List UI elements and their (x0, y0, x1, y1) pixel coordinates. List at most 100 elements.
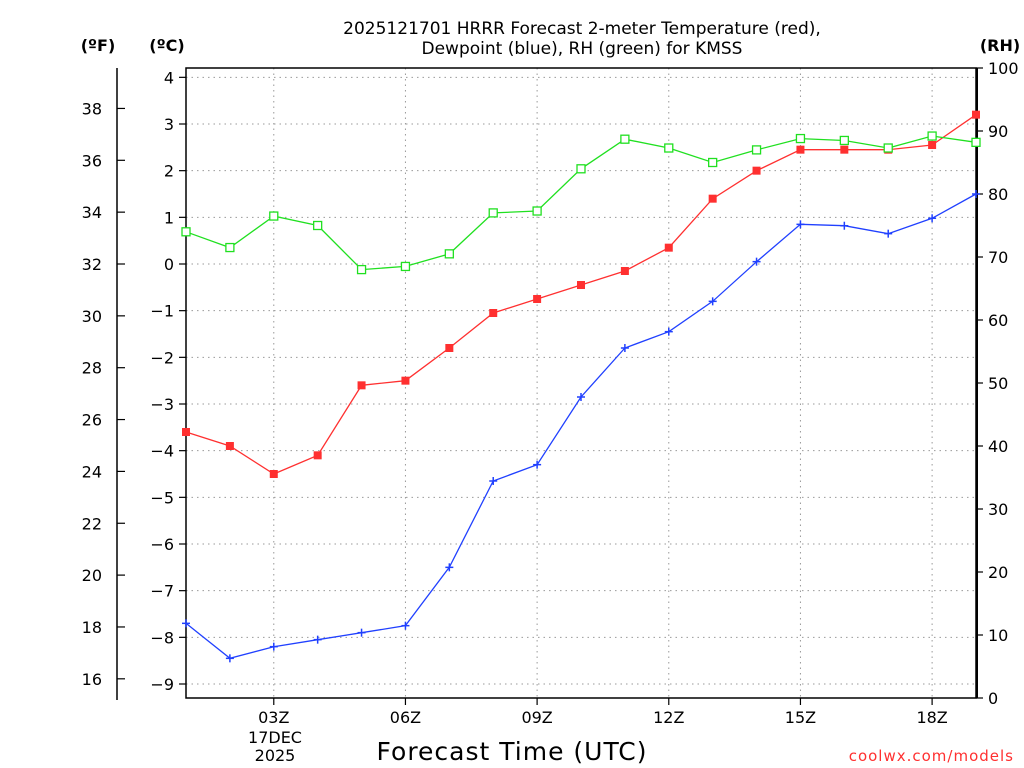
x-tick-label: 15Z (785, 708, 816, 727)
temperature-point (225, 442, 234, 450)
rh-tick-label: 0 (988, 689, 998, 708)
dewpoint-point (401, 621, 410, 630)
x-axis-title: Forecast Time (UTC) (377, 737, 648, 766)
dewpoint-point (796, 220, 805, 229)
rh-tick-label: 100 (988, 59, 1019, 78)
dewpoint-point (357, 628, 366, 637)
dewpoint-point (533, 460, 542, 469)
rh-point (269, 211, 279, 221)
fahrenheit-tick-label: 20 (82, 566, 102, 585)
celsius-tick-label: −6 (150, 535, 174, 554)
celsius-tick-label: −4 (150, 442, 174, 461)
celsius-tick-label: −8 (150, 628, 174, 647)
temperature-point (928, 141, 937, 149)
temperature-point (972, 110, 980, 119)
dewpoint-point (489, 477, 498, 485)
fahrenheit-tick-label: 28 (82, 359, 102, 378)
dewpoint-point (182, 619, 190, 628)
x-tick-label: 03Z (258, 708, 289, 727)
dewpoint-point (752, 257, 761, 266)
fahrenheit-tick-label: 36 (82, 151, 102, 170)
grid-lines (186, 68, 976, 698)
celsius-tick-label: 4 (164, 68, 174, 87)
celsius-tick-label: −5 (150, 488, 174, 507)
rh-point (444, 249, 454, 259)
fahrenheit-tick-label: 22 (82, 514, 102, 533)
temperature-point (577, 281, 585, 289)
temperature-point (489, 309, 498, 317)
dewpoint-point (577, 393, 585, 401)
temperature-point (182, 428, 190, 436)
temperature-point (620, 267, 629, 275)
fahrenheit-tick-label: 30 (82, 307, 102, 326)
celsius-tick-label: −3 (150, 395, 174, 414)
dewpoint-point (269, 642, 278, 651)
rh-point (620, 134, 630, 144)
dewpoint-point (664, 327, 673, 336)
rh-point (708, 157, 718, 168)
celsius-tick-label: −9 (150, 675, 174, 694)
rh-point (839, 135, 849, 146)
temperature-point (357, 381, 366, 390)
plot-frame (185, 67, 977, 699)
celsius-tick-label: 3 (164, 115, 174, 134)
celsius-tick-label: 1 (164, 208, 174, 227)
dewpoint-point (620, 344, 629, 352)
x-tick-label: 09Z (521, 708, 552, 727)
rh-point (971, 137, 981, 147)
x-tick-label: 12Z (653, 708, 684, 727)
rh-tick-label: 40 (988, 437, 1008, 456)
rh-tick-label: 90 (988, 122, 1008, 141)
temperature-point (664, 243, 673, 252)
rh-point (181, 227, 191, 237)
fahrenheit-tick-label: 34 (82, 203, 102, 222)
temperature-point (313, 451, 322, 460)
rh-point (751, 145, 762, 155)
celsius-tick-label: −7 (150, 582, 174, 601)
x-tick-label: 18Z (916, 708, 947, 727)
rh-tick-label: 60 (988, 311, 1008, 330)
x-tick-label: 06Z (390, 708, 421, 727)
temperature-point (401, 376, 410, 385)
rh-tick-label: 10 (988, 626, 1008, 645)
rh-point (795, 133, 806, 144)
rh-tick-label: 30 (988, 500, 1008, 519)
rh-point (356, 264, 367, 275)
fahrenheit-tick-label: 26 (82, 411, 102, 430)
rh-tick-label: 80 (988, 185, 1008, 204)
fahrenheit-tick-label: 38 (82, 99, 102, 118)
rh-point (488, 208, 498, 218)
unit-label-rh: (RH) (980, 36, 1020, 55)
chart-title-line2: Dewpoint (blue), RH (green) for KMSS (422, 39, 743, 59)
data-series (181, 110, 981, 663)
temperature-point (533, 295, 542, 303)
dewpoint-point (313, 635, 322, 644)
x-date-line1: 17DEC (248, 728, 302, 747)
rh-point (883, 143, 893, 153)
fahrenheit-tick-label: 24 (82, 462, 102, 481)
unit-label-celsius: (ºC) (149, 36, 184, 55)
fahrenheit-tick-label: 18 (82, 618, 102, 637)
temperature-point (752, 166, 761, 175)
rh-line (185, 135, 977, 271)
fahrenheit-tick-label: 32 (82, 255, 102, 274)
rh-point (576, 164, 586, 174)
temperature-point (445, 344, 454, 352)
unit-label-fahrenheit: (ºF) (81, 36, 116, 55)
temperature-point (840, 145, 849, 154)
celsius-tick-label: 0 (164, 255, 174, 274)
dewpoint-point (445, 563, 454, 572)
fahrenheit-tick-label: 16 (82, 670, 102, 689)
rh-tick-label: 20 (988, 563, 1008, 582)
rh-point (400, 261, 411, 272)
celsius-tick-label: 2 (164, 162, 174, 181)
temperature-point (796, 145, 805, 154)
celsius-tick-label: −2 (150, 348, 174, 367)
chart-title-line1: 2025121701 HRRR Forecast 2-meter Tempera… (343, 19, 821, 39)
rh-point (225, 242, 235, 253)
dewpoint-point (225, 654, 234, 663)
rh-point (313, 220, 323, 231)
dewpoint-point (840, 221, 849, 230)
